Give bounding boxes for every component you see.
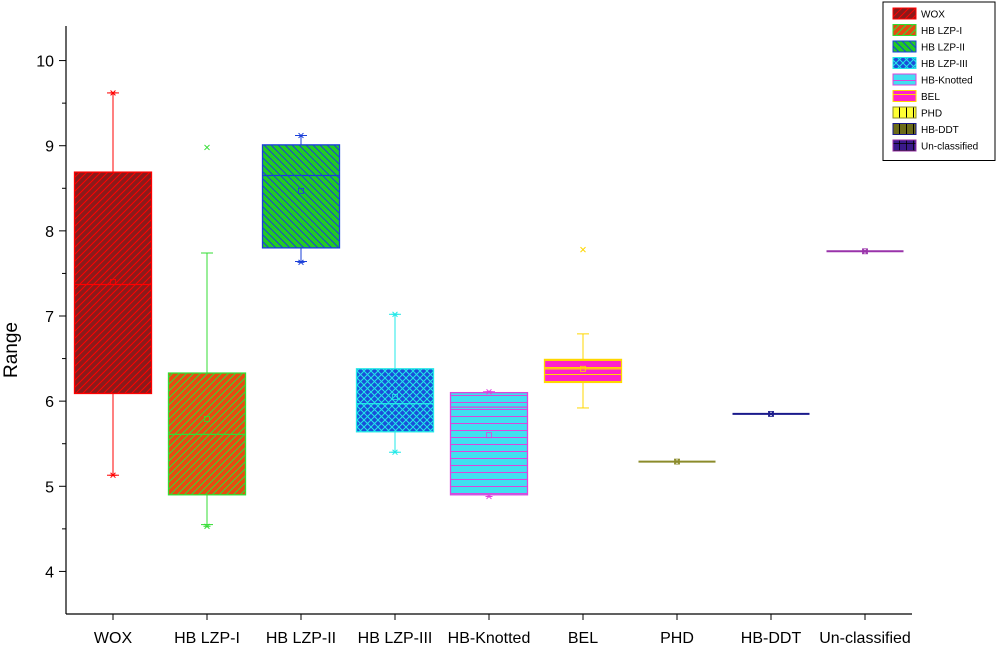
x-tick-label: WOX: [94, 630, 133, 645]
outlier-marker: [580, 246, 586, 253]
min-marker: [203, 523, 211, 530]
box-bel: [543, 246, 623, 409]
y-tick-label: 10: [36, 54, 54, 71]
iqr-box: [73, 171, 153, 395]
max-marker: [485, 388, 493, 395]
mean-marker: [204, 416, 210, 422]
legend-entry-label: HB-Knotted: [921, 76, 973, 87]
legend-swatch: [892, 7, 917, 20]
min-marker: [109, 472, 117, 479]
box-hb-knotted: [449, 388, 529, 500]
x-tick-label: HB-DDT: [741, 630, 802, 645]
box-hb-lzp-ii: [261, 132, 341, 266]
y-tick-label: 9: [45, 139, 54, 156]
min-marker: [767, 411, 775, 417]
x-tick-label: Un-classified: [819, 630, 911, 645]
mean-marker: [110, 279, 116, 285]
y-tick-label: 4: [45, 564, 54, 581]
legend-swatch: [892, 123, 917, 135]
legend-entry-label: HB-DDT: [921, 125, 959, 136]
legend: WOX HB LZP-I HB LZP-II HB LZP-III HB-Knotted…: [882, 1, 996, 161]
legend-entry-label: PHD: [921, 109, 942, 120]
max-marker: [109, 90, 117, 96]
mean-marker: [298, 187, 304, 194]
y-tick-label: 5: [45, 479, 54, 496]
legend-entry-label: HB LZP-I: [921, 26, 962, 37]
iqr-box: [449, 391, 529, 496]
x-tick-label: HB LZP-I: [174, 630, 240, 645]
box-hb-lzp-i: [167, 144, 247, 530]
box-hb-lzp-iii: [355, 311, 435, 456]
legend-entry-label: BEL: [921, 92, 940, 103]
legend-swatch: [892, 90, 917, 102]
legend-swatch: [892, 57, 917, 69]
mean-marker: [486, 432, 492, 439]
x-tick-label: BEL: [568, 630, 598, 645]
box-phd: [638, 458, 716, 465]
mean-marker: [392, 393, 398, 400]
mean-marker: [580, 365, 586, 372]
legend-entry-label: WOX: [921, 10, 945, 21]
box-series: [73, 90, 904, 530]
legend-swatch: [892, 40, 917, 53]
legend-swatch: [892, 24, 917, 36]
y-axis-title: Range: [1, 322, 22, 378]
legend-entry-label: Un-classified: [921, 142, 978, 153]
min-marker: [485, 493, 493, 500]
max-marker: [391, 311, 399, 318]
min-marker: [861, 248, 869, 255]
max-marker: [297, 132, 305, 139]
min-marker: [391, 449, 399, 456]
x-tick-label: PHD: [660, 630, 694, 645]
min-marker: [297, 259, 305, 266]
legend-entry-label: HB LZP-II: [921, 43, 965, 54]
iqr-box: [355, 368, 435, 433]
box-wox: [73, 90, 153, 479]
y-tick-label: 8: [45, 224, 54, 241]
legend-swatch: [892, 139, 917, 152]
legend-swatch: [892, 73, 917, 86]
iqr-box: [261, 144, 341, 249]
x-tick-label: HB LZP-III: [358, 630, 433, 645]
box-hb-ddt: [732, 411, 810, 417]
x-tick-label: HB-Knotted: [448, 630, 531, 645]
box-un-classified: [826, 248, 904, 255]
outlier-marker: [204, 144, 210, 151]
y-tick-label: 6: [45, 394, 54, 411]
min-marker: [673, 458, 681, 465]
y-tick-label: 7: [45, 309, 54, 326]
x-tick-label: HB LZP-II: [266, 630, 336, 645]
legend-entry-label: HB LZP-III: [921, 59, 968, 70]
legend-swatch: [892, 106, 917, 119]
axes: 4 5 6 7 8 9 10 WOX HB LZP-I HB LZP-II HB LZP-III HB…: [36, 26, 912, 645]
